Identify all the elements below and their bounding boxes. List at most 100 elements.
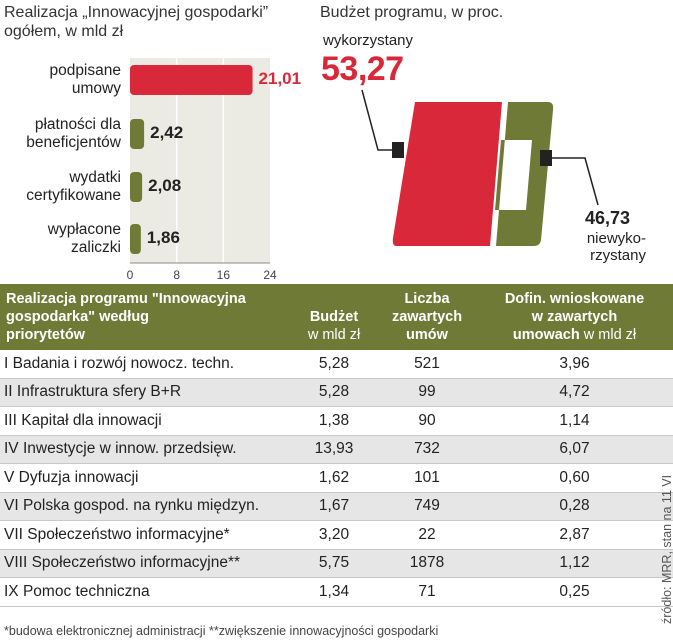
bar-category-label-line: płatności dla — [34, 116, 121, 133]
table-row: II Infrastruktura sfery B+R 5,28 99 4,72 — [0, 378, 673, 407]
header-budget-line2: w mld zł — [307, 327, 361, 343]
row-budget: 5,28 — [290, 378, 378, 407]
row-contracts: 99 — [378, 378, 476, 407]
table-row: VIII Społeczeństwo informacyjne** 5,75 187… — [0, 549, 673, 578]
source-note: źródło: MRR, stan na 11 VI — [660, 474, 673, 624]
bar — [130, 65, 253, 95]
bar-category-label-line: beneficjentów — [26, 134, 121, 151]
row-budget: 5,75 — [290, 549, 378, 578]
header-cofin-line3b: w mld zł — [579, 327, 637, 343]
row-name: VIII Społeczeństwo informacyjne** — [0, 549, 290, 578]
bar-category-label: płatności dla beneficjentów — [0, 116, 121, 152]
row-cofinancing: 3,96 — [476, 350, 673, 379]
priorities-table: Realizacja programu "Innowacyjna gospoda… — [0, 284, 673, 607]
table-row: I Badania i rozwój nowocz. techn. 5,28 521… — [0, 350, 673, 379]
bar-chart-title-line1: Realizacja „Innowacyjnej gospodarki” — [4, 4, 269, 21]
row-budget: 1,62 — [290, 463, 378, 493]
header-cofin-line1: Dofin. wnioskowane — [504, 291, 645, 307]
table-row: IV Inwestycje w innow. przedsięw. 13,93 73… — [0, 435, 673, 464]
used-label: wykorzystany — [323, 32, 414, 49]
pie-chart-title: Budżet programu, w proc. — [320, 4, 504, 21]
row-cofinancing: 2,87 — [476, 520, 673, 550]
header-contracts-line3: umów — [406, 327, 448, 343]
x-tick-label: 24 — [263, 268, 277, 282]
row-contracts: 71 — [378, 577, 476, 607]
row-cofinancing: 4,72 — [476, 378, 673, 407]
header-name-line2: gospodarka" według — [6, 309, 150, 325]
header-cofin-line3: umowach w mld zł — [480, 326, 669, 344]
bar-value-label: 1,86 — [146, 228, 180, 247]
bar-category-label-line: certyfikowane — [26, 187, 121, 204]
bar — [130, 224, 141, 254]
row-name: IV Inwestycje w innow. przedsięw. — [0, 435, 290, 464]
used-leader-line — [361, 89, 398, 151]
row-budget: 5,28 — [290, 350, 378, 379]
bar-category-label-line: wydatki — [69, 169, 121, 186]
unused-label: niewyko- rzystany — [566, 230, 646, 264]
bar-category-label-line: umowy — [71, 80, 121, 97]
bar-category-label: wypłacone zaliczki — [0, 221, 121, 257]
header-cofin-line2: w zawartych — [531, 309, 618, 325]
header-name-line1: Realizacja programu "Innowacyjna — [6, 291, 246, 307]
row-budget: 1,34 — [290, 577, 378, 607]
table-row: V Dyfuzja innowacji 1,62 101 0,60 — [0, 463, 673, 493]
footnote: *budowa elektronicznej administracji **z… — [4, 624, 439, 638]
table-row: III Kapitał dla innowacji 1,38 90 1,14 — [0, 406, 673, 436]
row-contracts: 749 — [378, 492, 476, 521]
row-cofinancing: 0,28 — [476, 492, 673, 521]
row-budget: 1,38 — [290, 406, 378, 436]
row-name: VII Społeczeństwo informacyjne* — [0, 520, 290, 550]
header-contracts-line2: zawartych — [391, 309, 463, 325]
row-name: I Badania i rozwój nowocz. techn. — [0, 350, 290, 379]
header-name-line3: priorytetów — [6, 327, 85, 343]
used-value: 53,27 — [321, 50, 404, 88]
header-budget: Budżet w mld zł — [290, 284, 378, 350]
row-name: III Kapitał dla innowacji — [0, 406, 290, 436]
unused-leader-line — [546, 157, 599, 206]
row-contracts: 521 — [378, 350, 476, 379]
bar — [130, 119, 145, 149]
table-row: IX Pomoc techniczna 1,34 71 0,25 — [0, 577, 673, 607]
header-name: Realizacja programu "Innowacyjna gospoda… — [0, 284, 290, 350]
budget-graphic — [361, 89, 599, 246]
unused-value: 46,73 — [585, 208, 631, 228]
row-cofinancing: 1,14 — [476, 406, 673, 436]
row-name: IX Pomoc techniczna — [0, 577, 290, 607]
bar-value-label: 2,08 — [148, 176, 182, 195]
bar-category-label-line: podpisane — [49, 62, 121, 79]
table-row: VI Polska gospod. na rynku międzyn. 1,67 7… — [0, 492, 673, 521]
header-budget-line1: Budżet — [309, 309, 359, 325]
bar — [130, 172, 143, 202]
bar-chart-title: Realizacja „Innowacyjnej gospodarki” ogó… — [4, 3, 268, 41]
header-cofin-line3a: umowach — [512, 327, 580, 343]
row-contracts: 101 — [378, 463, 476, 493]
used-slice — [392, 102, 502, 246]
bar-chart — [130, 58, 270, 264]
table-header-row: Realizacja programu "Innowacyjna gospoda… — [0, 284, 673, 350]
bar-category-label-line: zaliczki — [71, 239, 121, 256]
row-contracts: 1878 — [378, 549, 476, 578]
unused-label-line1: niewyko- — [586, 230, 646, 247]
row-cofinancing: 0,25 — [476, 577, 673, 607]
bar-category-label-line: wypłacone — [47, 221, 121, 238]
x-tick-label: 0 — [126, 268, 134, 282]
x-tick-label: 8 — [173, 268, 180, 282]
row-cofinancing: 0,60 — [476, 463, 673, 493]
bar-category-label: podpisane umowy — [0, 62, 121, 98]
row-contracts: 22 — [378, 520, 476, 550]
table-row: VII Społeczeństwo informacyjne* 3,20 22 2,8… — [0, 520, 673, 550]
unused-label-line2: rzystany — [590, 247, 646, 264]
row-budget: 1,67 — [290, 492, 378, 521]
row-budget: 3,20 — [290, 520, 378, 550]
bar-value-label: 21,01 — [258, 69, 302, 88]
row-name: II Infrastruktura sfery B+R — [0, 378, 290, 407]
used-leader-marker — [392, 142, 404, 158]
bar-chart-title-line2: ogółem, w mld zł — [4, 23, 124, 40]
row-cofinancing: 1,12 — [476, 549, 673, 578]
header-contracts-line1: Liczba — [404, 291, 450, 307]
row-cofinancing: 6,07 — [476, 435, 673, 464]
row-contracts: 732 — [378, 435, 476, 464]
row-name: V Dyfuzja innowacji — [0, 463, 290, 493]
bar-value-label: 2,42 — [150, 123, 184, 142]
bar-category-label: wydatki certyfikowane — [0, 169, 121, 205]
